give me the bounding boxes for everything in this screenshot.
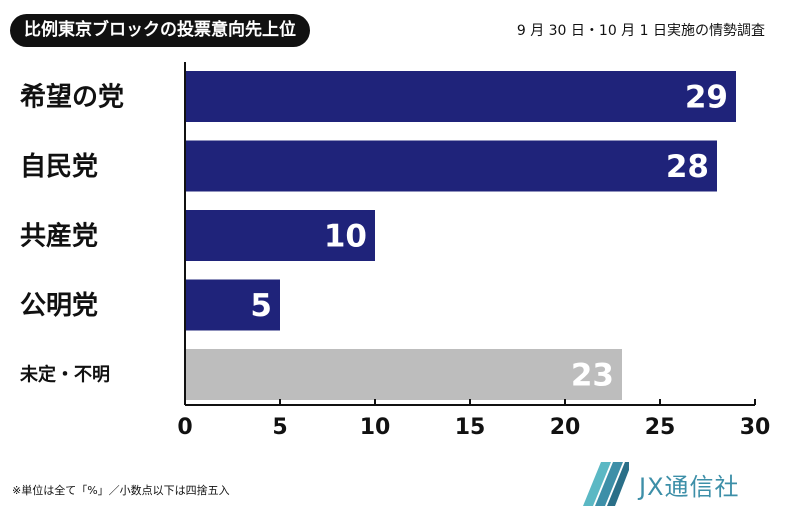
x-tick-label: 25: [645, 415, 676, 440]
bar: [185, 140, 717, 192]
category-label: 自民党: [20, 151, 98, 182]
x-tick-label: 0: [177, 415, 192, 440]
data-label: 10: [324, 219, 367, 255]
x-tick-label: 20: [550, 415, 581, 440]
chart-subtitle: 9 月 30 日・10 月 1 日実施の情勢調査: [516, 23, 765, 39]
category-label: 公明党: [20, 291, 98, 321]
footnote: ※単位は全て「%」／小数点以下は四捨五入: [12, 484, 230, 497]
x-tick-label: 30: [740, 415, 771, 440]
x-tick-label: 10: [360, 415, 391, 440]
chart-title: 比例東京ブロックの投票意向先上位: [10, 14, 310, 47]
category-label: 希望の党: [20, 82, 124, 113]
jx-logo-icon: [583, 462, 629, 506]
category-label: 未定・不明: [20, 364, 110, 386]
brand-name: JX通信社: [639, 472, 740, 501]
data-label: 23: [571, 358, 614, 394]
data-label: 29: [685, 80, 728, 116]
brand: JX通信社: [583, 462, 740, 506]
bar: [185, 279, 280, 331]
bar-chart: 希望の党 29 自民党 28 共産党 10 公明党 5 未定・不明 23 0 5 10 15 20 25 30: [20, 62, 771, 440]
bar: [185, 349, 622, 400]
x-tick-label: 15: [455, 415, 486, 440]
bar: [185, 210, 375, 261]
category-label: 共産党: [20, 221, 98, 252]
data-label: 5: [250, 288, 272, 324]
data-label: 28: [666, 149, 709, 185]
bar: [185, 71, 736, 122]
x-tick-label: 5: [272, 415, 287, 440]
